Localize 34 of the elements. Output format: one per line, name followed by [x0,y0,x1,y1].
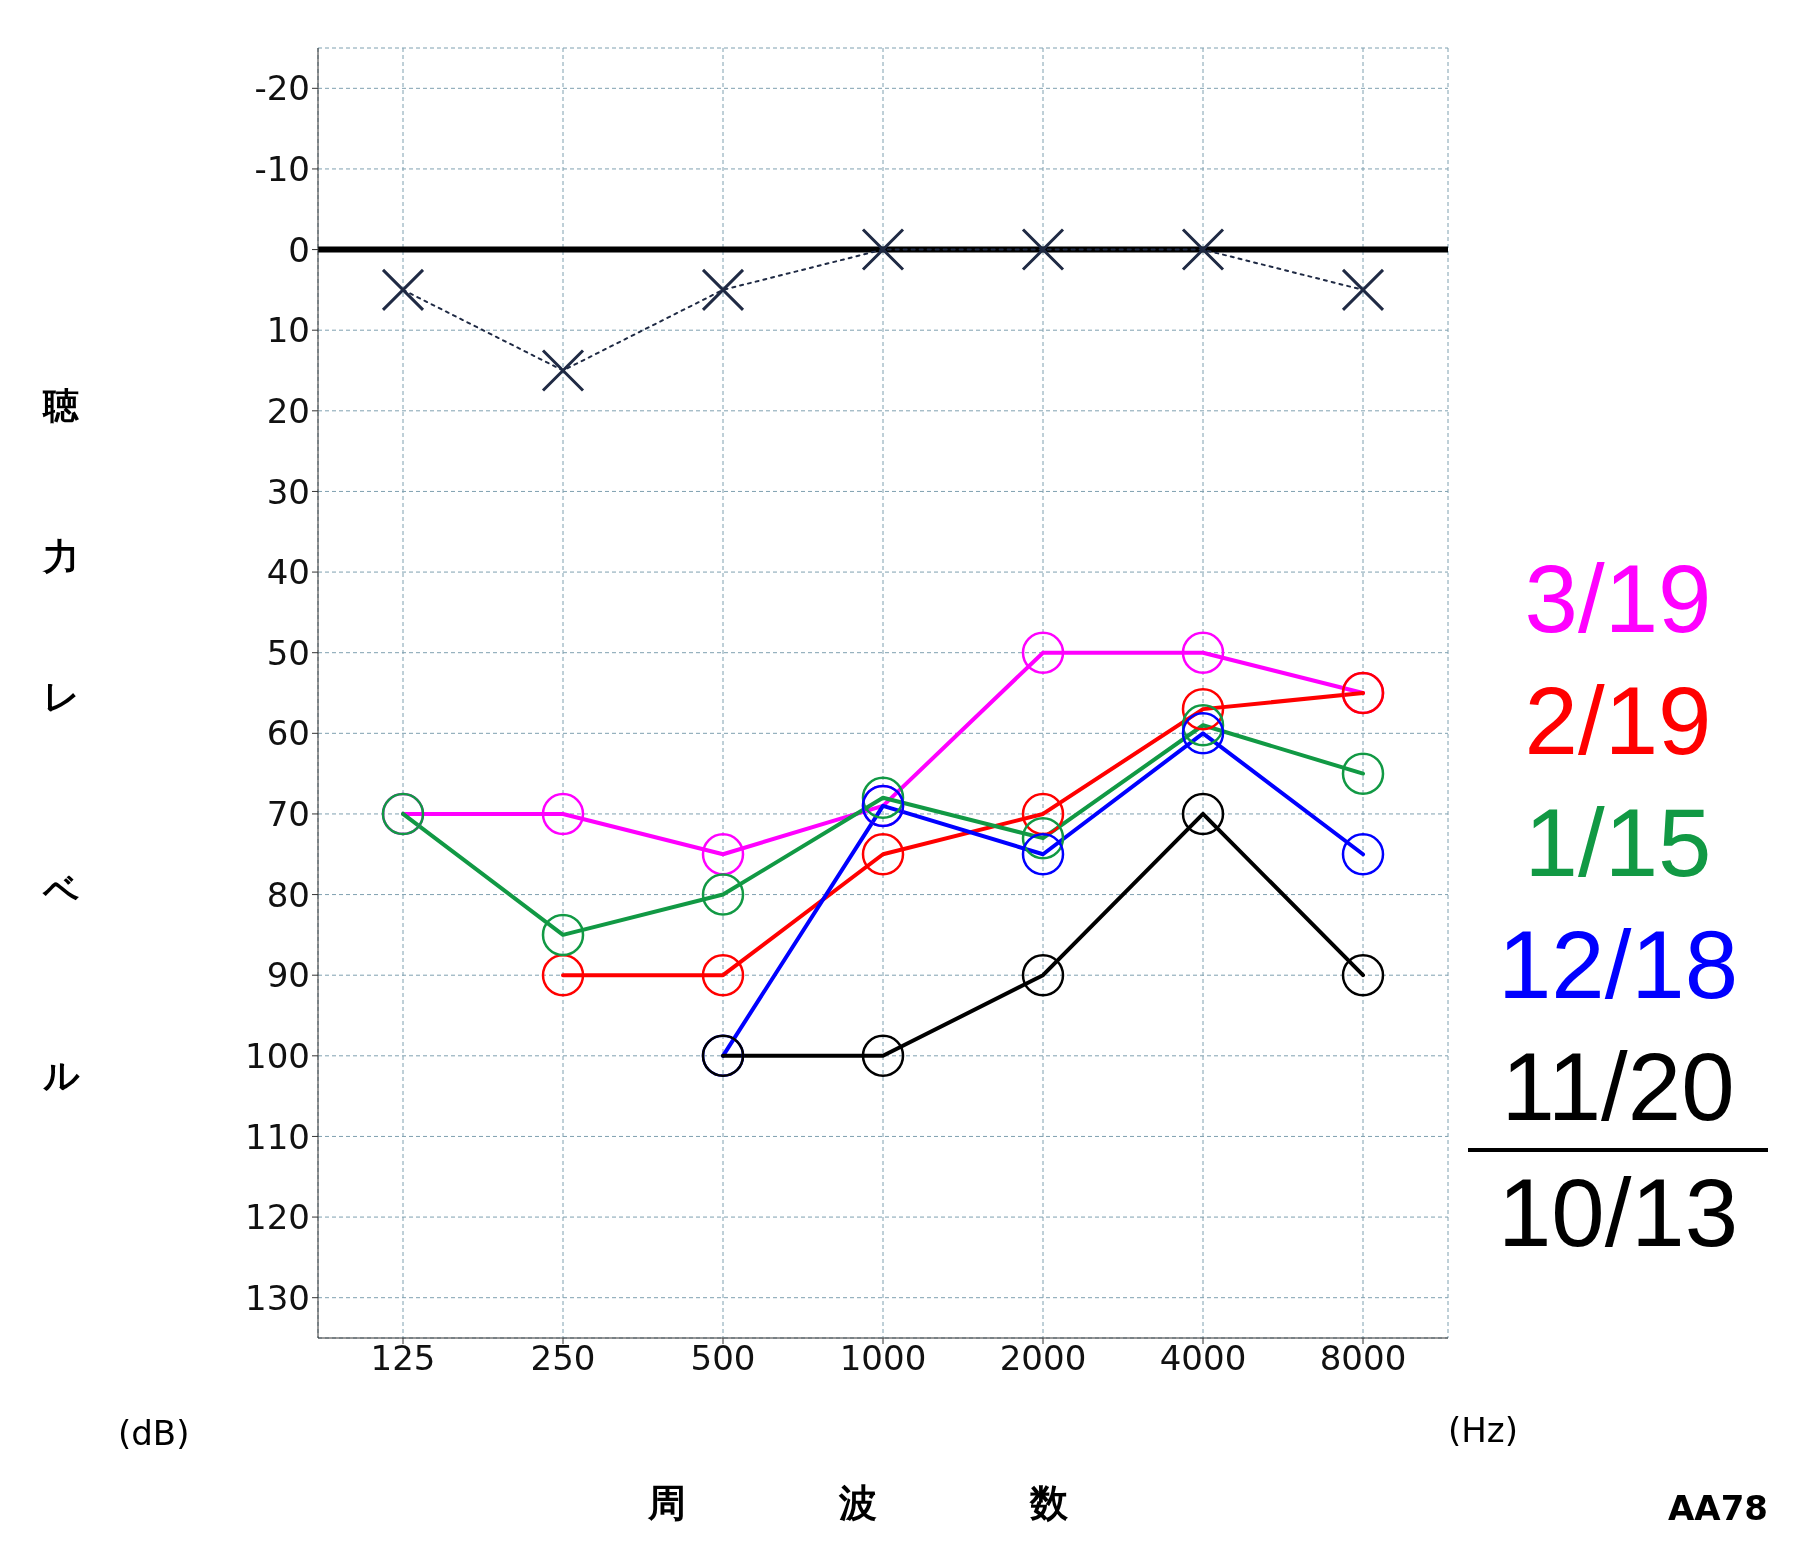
x-tick-label: 4000 [1159,1338,1247,1379]
y-tick-label: -10 [254,149,310,190]
x-tick-label: 250 [530,1338,596,1379]
x-axis-title: 周 波 数 [648,1480,1139,1527]
text: (dB) [118,1413,190,1453]
y-tick-label: 110 [245,1116,310,1157]
series-label: 2/19 [1523,666,1713,776]
x-tick-label: 8000 [1319,1338,1407,1379]
y-tick-label: 60 [266,713,310,754]
x-tick-label: 1000 [839,1338,927,1379]
text: 10/13 [1496,1158,1740,1268]
y-tick-label: 10 [266,310,310,351]
series-label: 1/15 [1523,788,1713,898]
y-tick-label: 130 [245,1277,310,1318]
x-tick-label: 125 [370,1338,436,1379]
x-tick-label: 2000 [999,1338,1087,1379]
series-label: 11/20 [1468,1026,1768,1152]
series-label: 12/18 [1496,910,1740,1020]
y-tick-label: 80 [266,874,310,915]
series-label: 3/19 [1523,544,1713,654]
y-axis-title: 聴力レベル [40,358,83,1230]
y-tick-label: 20 [266,390,310,431]
y-tick-label: 120 [245,1197,310,1238]
y-tick-label: 0 [288,229,310,270]
y-tick-label: 90 [266,955,310,996]
y-tick-label: 100 [245,1035,310,1076]
y-tick-label: -20 [254,68,310,109]
x-tick-label: 500 [690,1338,756,1379]
y-tick-label: 30 [266,471,310,512]
y-tick-label: 40 [266,552,310,593]
text: AA78 [1668,1488,1768,1528]
y-tick-label: 70 [266,794,310,835]
y-tick-label: 50 [266,632,310,673]
text: (Hz) [1448,1410,1518,1450]
